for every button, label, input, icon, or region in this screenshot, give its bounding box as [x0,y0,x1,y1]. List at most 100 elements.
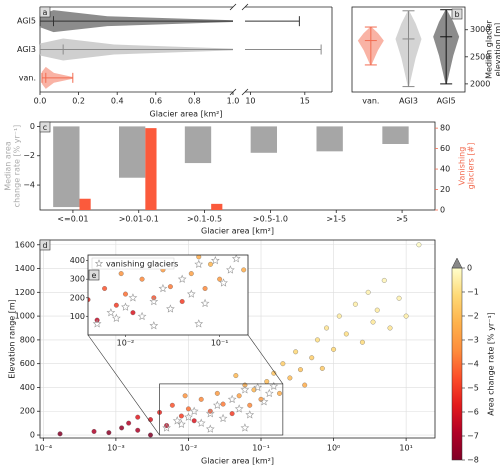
data-point [229,411,235,417]
y-tick-label: 800 [20,335,35,344]
y-tick-label: 1400 [15,264,35,273]
data-point [119,425,125,431]
vanishing-marker [166,304,175,313]
data-point [365,289,371,295]
plot-frame [39,121,436,211]
y-tick-label: 2500 [470,52,490,61]
plot-area [57,242,422,438]
bar [184,126,212,164]
colorbar-tick-label: −5 [467,384,479,393]
data-point [336,313,342,319]
x-axis-title: Glacier area [km²] [201,457,274,466]
panel-label: a [43,8,48,17]
data-point [191,418,197,424]
data-point [118,271,124,277]
colorbar-tick-label: −3 [467,336,479,345]
data-point [324,325,329,331]
inset-y-tick-label: 100 [70,312,85,321]
colorbar-tick-label: −4 [467,360,479,369]
data-point [57,431,63,437]
panel-label-box [39,121,51,133]
data-point [368,137,373,142]
data-point [397,119,402,124]
x-tick-label: 0.6 [149,97,162,106]
data-point [277,390,282,396]
colorbar-tick-label: −2 [467,312,479,321]
data-point [123,291,128,297]
vanishing-marker [231,255,241,263]
axis-break [229,3,237,11]
y-tick-label: 600 [20,359,35,368]
plot-frame [39,239,436,439]
y-axis-title-line: Median area [3,141,12,191]
x-tick-label: 10¹ [399,444,412,453]
data-point [178,413,184,419]
data-point [403,313,409,319]
data-point [422,35,427,40]
colorbar-tick-label: −8 [467,456,479,465]
data-point [356,109,361,114]
data-point [309,355,315,361]
bar [119,126,146,178]
vanishing-marker [162,423,171,432]
data-point [385,165,390,170]
x-tick-label: >0.1-0.5 [187,215,222,224]
y2-tick-label: 0 [440,206,445,215]
data-point [343,331,349,337]
x-tick-label: >1-5 [326,215,346,224]
legend-marker [94,259,104,267]
vanishing-marker [194,259,204,269]
data-point [169,402,175,408]
data-point [255,243,260,248]
data-point [302,382,308,388]
data-point [135,414,141,420]
data-point [274,255,279,260]
data-point [57,305,62,310]
x-tick-label: 10⁻⁴ [35,444,53,453]
data-point [280,361,286,367]
data-point [179,299,185,304]
x-tick-label: 0.4 [111,97,124,106]
x-tick-label: 10⁻² [180,444,198,453]
data-point [370,319,376,325]
data-point [188,271,194,277]
x-tick-label: 0.8 [188,97,201,106]
x-axis-title: Glacier area [km²] [201,227,274,236]
vanishing-marker [184,412,193,421]
data-point [208,261,213,267]
data-point [387,325,393,331]
vanishing-marker [121,302,130,311]
data-point [102,286,108,291]
vanishing-marker [137,311,147,321]
y-tick-label: 0 [30,431,35,440]
data-point [315,337,320,343]
data-point [262,202,267,207]
data-point [106,430,112,436]
vanishing-marker [92,319,102,328]
vanishing-marker [205,409,215,418]
y-tick-label: 3000 [470,25,490,34]
y-tick-label: 2000 [470,79,490,88]
data-point [381,277,387,283]
data-point [198,396,204,402]
vanishing-marker [226,265,235,274]
vanishing-marker [177,419,186,429]
y2-tick-label: 20 [440,185,450,194]
data-point [328,175,333,180]
y2-tick-label: 60 [440,144,450,153]
zoom-box [159,383,284,436]
y-tick-label: 1200 [15,288,35,297]
data-point [241,267,247,273]
data-point [319,365,325,371]
category-label: van. [362,97,379,106]
colorbar-title: Area change rate [% yr⁻¹] [487,312,496,416]
data-point [297,229,302,234]
vanishing-marker [186,289,196,298]
data-point [113,302,119,308]
y-tick-label: 0 [30,122,35,131]
y-tick-label: 200 [20,407,35,416]
bar [250,126,277,153]
inset-frame [87,254,249,336]
vanishing-marker [177,274,187,283]
